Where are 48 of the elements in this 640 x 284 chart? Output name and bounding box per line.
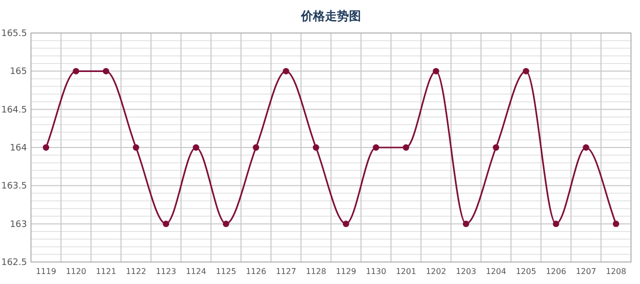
y-tick-label: 162.5 bbox=[1, 258, 27, 268]
x-tick-label: 1207 bbox=[576, 267, 596, 276]
x-tick-label: 1123 bbox=[156, 267, 176, 276]
point bbox=[132, 144, 140, 151]
point bbox=[552, 220, 560, 228]
point bbox=[252, 144, 260, 151]
point bbox=[102, 68, 110, 74]
point bbox=[432, 68, 440, 74]
y-tick-label: 165 bbox=[10, 67, 27, 78]
chart-title: 价格走势图 bbox=[300, 9, 361, 23]
y-tick-label: 164 bbox=[10, 144, 28, 154]
point bbox=[582, 144, 590, 151]
y-tick-label: 164.5 bbox=[1, 105, 27, 116]
point bbox=[612, 220, 620, 228]
x-tick-label: 1129 bbox=[336, 267, 356, 276]
x-tick-label: 1208 bbox=[606, 267, 626, 276]
point bbox=[372, 144, 380, 151]
point bbox=[282, 68, 290, 74]
x-tick-label: 1130 bbox=[366, 267, 386, 276]
point bbox=[462, 220, 470, 228]
x-tick-label: 1203 bbox=[456, 267, 476, 276]
point bbox=[222, 220, 230, 228]
point bbox=[342, 220, 350, 228]
point bbox=[492, 144, 500, 151]
x-tick-label: 1125 bbox=[216, 267, 236, 276]
x-tick-label: 1204 bbox=[486, 267, 506, 276]
point bbox=[402, 144, 410, 151]
point bbox=[192, 144, 200, 151]
point bbox=[312, 144, 320, 151]
x-tick-label: 1120 bbox=[66, 267, 86, 276]
y-tick-label: 163.5 bbox=[1, 182, 27, 192]
x-tick-label: 1122 bbox=[126, 267, 146, 276]
point bbox=[42, 144, 50, 151]
x-tick-label: 1206 bbox=[546, 267, 566, 276]
x-tick-label: 1205 bbox=[516, 267, 536, 276]
x-tick-label: 1124 bbox=[186, 267, 206, 276]
x-tick-label: 1127 bbox=[276, 267, 296, 276]
x-tick-label: 1128 bbox=[306, 267, 326, 276]
point bbox=[522, 68, 530, 74]
x-tick-label: 1202 bbox=[426, 267, 446, 276]
x-tick-label: 1126 bbox=[246, 267, 266, 276]
point bbox=[72, 68, 80, 74]
x-tick-label: 1119 bbox=[36, 267, 56, 276]
y-tick-label: 163 bbox=[10, 220, 27, 230]
point bbox=[162, 220, 170, 228]
x-tick-label: 1201 bbox=[396, 267, 416, 276]
y-tick-label: 165.5 bbox=[1, 29, 27, 39]
x-tick-label: 1121 bbox=[96, 267, 116, 276]
